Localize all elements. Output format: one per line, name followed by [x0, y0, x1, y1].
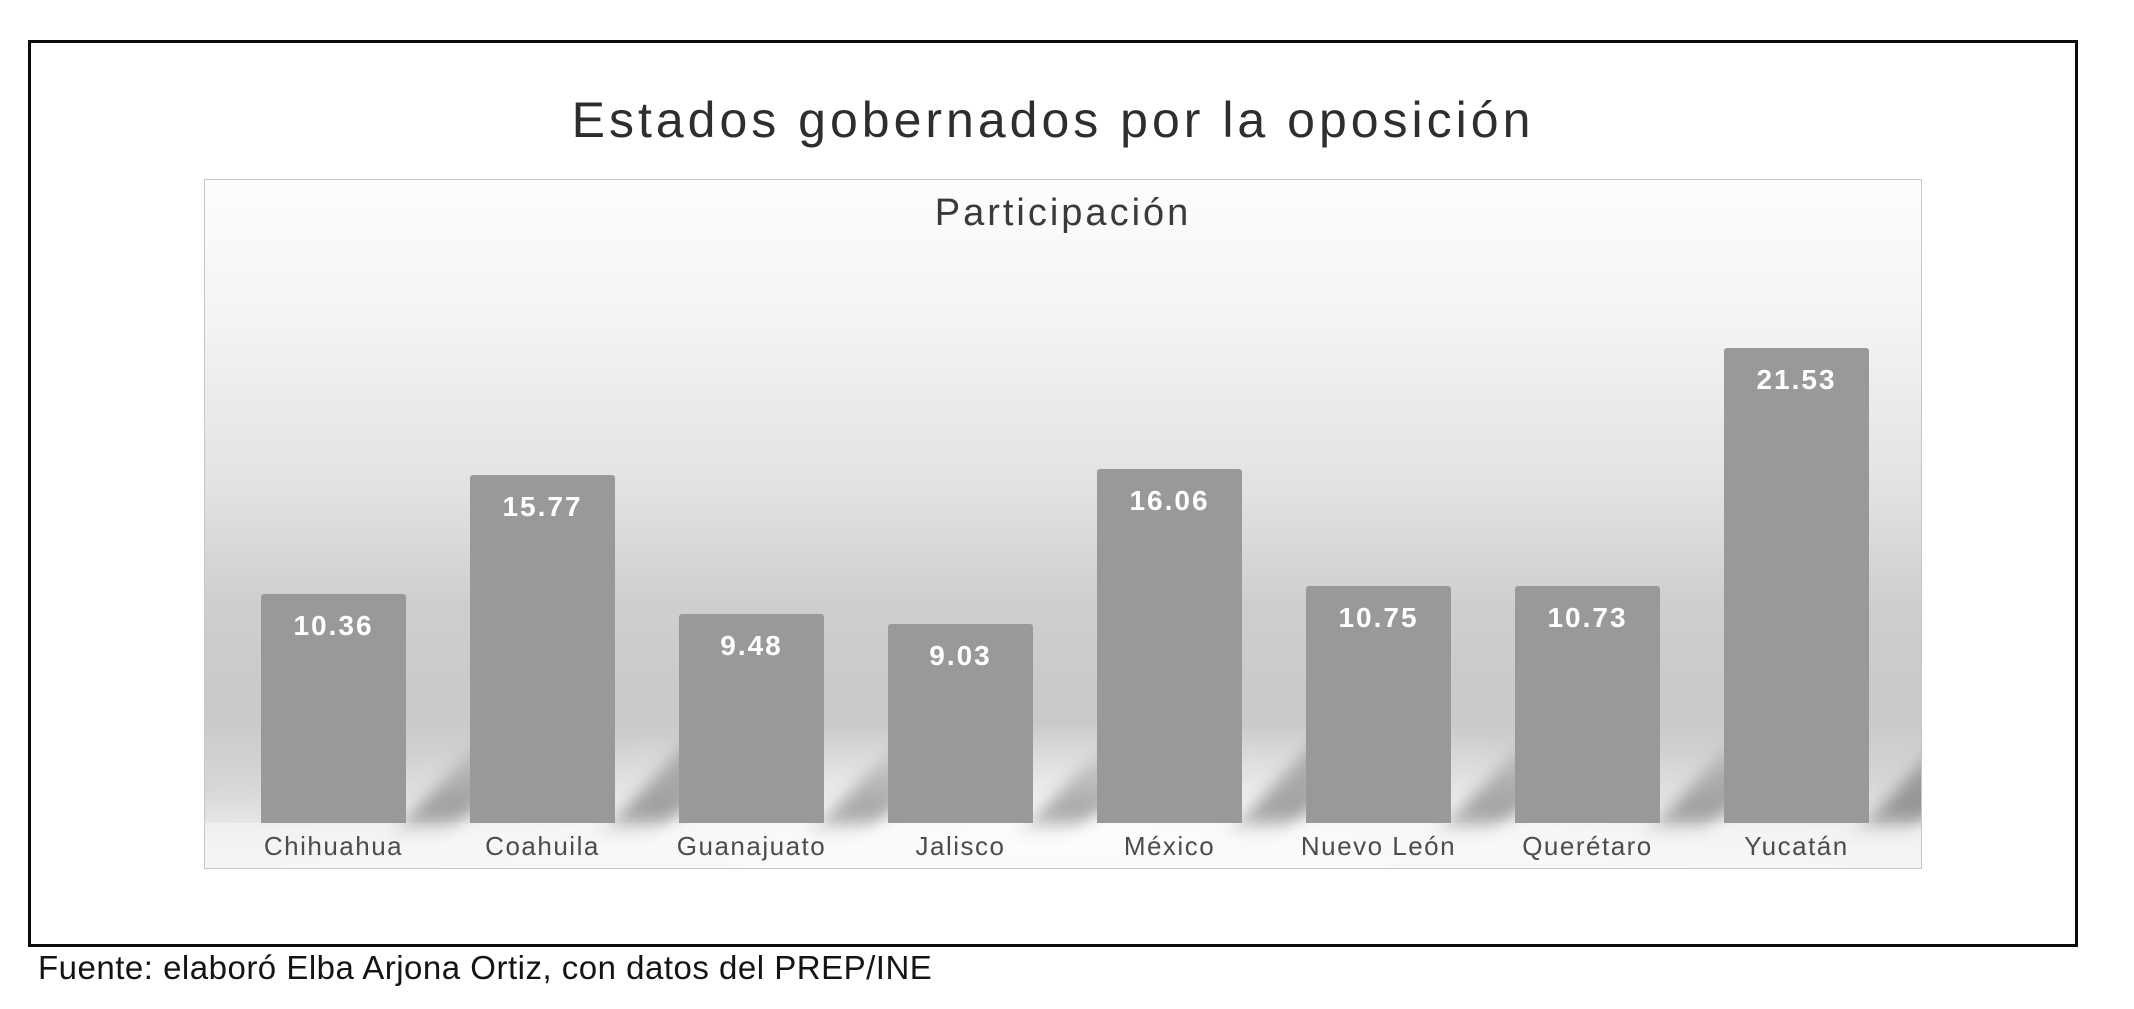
source-caption: Fuente: elaboró Elba Arjona Ortiz, con d… — [38, 949, 933, 986]
bar-slot: 10.75 Nuevo León — [1301, 180, 1610, 868]
bar-value-label: 21.53 — [1756, 364, 1837, 395]
bar-value-label: 10.75 — [1338, 602, 1419, 633]
bar-jalisco: 9.03 — [888, 624, 1033, 823]
bar-slot: 16.06 México — [1097, 180, 1452, 868]
bar-slot: 9.48 Guanajuato — [677, 180, 971, 868]
x-axis-label: Chihuahua — [263, 830, 404, 861]
bar-yucatán: 21.53 — [1724, 348, 1869, 823]
x-axis-label: México — [1123, 830, 1216, 861]
bar-slot: 9.03 Jalisco — [888, 180, 1176, 868]
bar-querétaro: 10.73 — [1515, 586, 1660, 823]
chart-main-title: Estados gobernados por la oposición — [571, 92, 1535, 148]
x-axis-label: Jalisco — [915, 830, 1006, 861]
x-axis-label: Nuevo León — [1300, 830, 1457, 861]
bar-slot: 10.73 Querétaro — [1515, 180, 1819, 868]
bar-value-label: 9.48 — [720, 630, 783, 661]
plot-panel: Participación 10.36 Chihuahua 15.77 Coahuil… — [204, 179, 1922, 869]
bar-value-label: 10.36 — [293, 610, 374, 641]
x-axis-label: Coahuila — [485, 830, 600, 861]
chart-slide-frame: Estados gobernados por la oposición Part… — [28, 40, 2078, 947]
x-axis-label: Yucatán — [1744, 830, 1849, 861]
bar-chihuahua: 10.36 — [261, 594, 406, 823]
bar-shadow — [1867, 595, 1921, 823]
bar-guanajuato: 9.48 — [679, 614, 824, 823]
bar-slot: 10.36 Chihuahua — [261, 180, 562, 868]
bar-nuevo-león: 10.75 — [1306, 586, 1451, 823]
x-axis-label: Querétaro — [1522, 830, 1653, 861]
bar-slot: 21.53 Yucatán — [1724, 180, 1921, 868]
bar-value-label: 15.77 — [502, 491, 583, 522]
chart-inner-title: Participación — [934, 192, 1192, 234]
bar-value-label: 16.06 — [1129, 485, 1210, 516]
plot-floor — [205, 823, 1921, 868]
bar-value-label: 9.03 — [929, 640, 992, 671]
bar-value-label: 10.73 — [1547, 602, 1628, 633]
x-axis-label: Guanajuato — [676, 830, 827, 861]
bars-area: 10.36 Chihuahua 15.77 Coahuila 9.48 Guanajuat… — [205, 180, 1921, 868]
bar-coahuila: 15.77 — [470, 475, 615, 823]
bar-méxico: 16.06 — [1097, 469, 1242, 823]
bar-slot: 15.77 Coahuila — [470, 180, 822, 868]
